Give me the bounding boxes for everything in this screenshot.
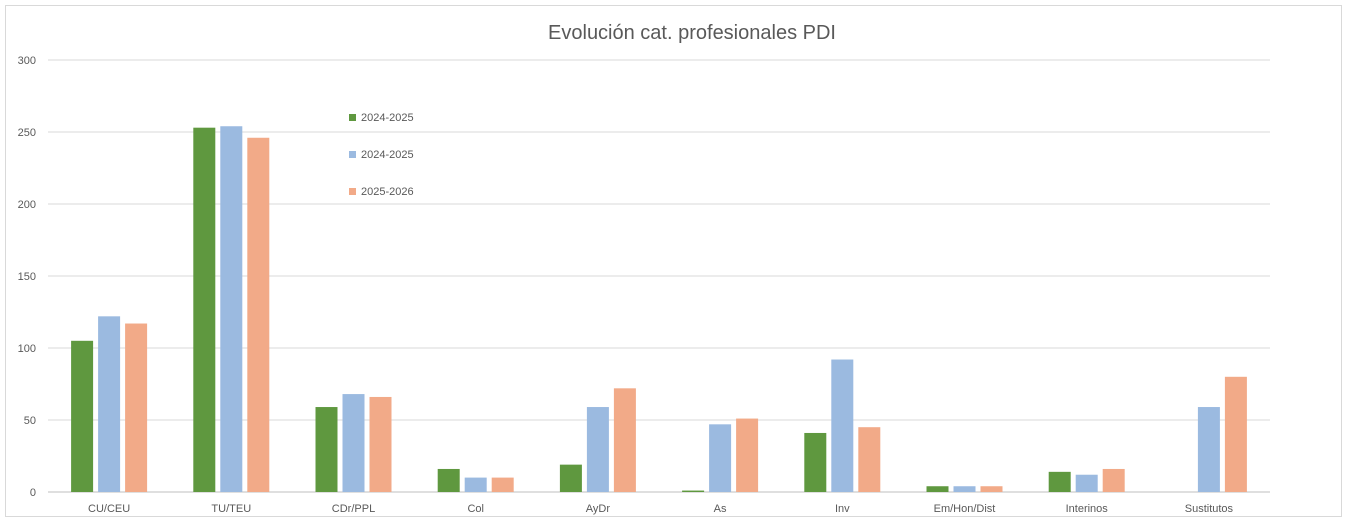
y-tick-label: 100	[18, 343, 36, 355]
bar	[1224, 376, 1247, 492]
bar	[613, 388, 636, 492]
bar	[1075, 474, 1098, 492]
x-tick-label: Sustitutos	[1185, 503, 1234, 515]
legend: 2024-2025 2024-2025 2025-2026	[349, 112, 414, 198]
x-tick-label: As	[714, 503, 727, 515]
bar	[980, 486, 1003, 492]
chart-title: Evolución cat. profesionales PDI	[548, 22, 836, 44]
bar	[736, 418, 759, 492]
bar	[369, 396, 392, 492]
x-axis-ticks: CU/CEU TU/TEU CDr/PPL Col AyDr As Inv Em/Hon/Di…	[88, 503, 1234, 515]
y-axis-ticks: 0 50 100 150 200 250 300	[18, 55, 36, 499]
legend-swatch	[349, 188, 356, 195]
bar	[709, 424, 732, 492]
x-tick-label: CU/CEU	[88, 503, 130, 515]
x-tick-label: TU/TEU	[211, 503, 251, 515]
bar	[953, 486, 976, 492]
bar	[315, 407, 338, 492]
y-tick-label: 50	[24, 415, 36, 427]
bar	[437, 468, 460, 492]
bar	[1102, 468, 1125, 492]
y-tick-label: 250	[18, 127, 36, 139]
x-tick-label: Inv	[835, 503, 850, 515]
legend-label: 2024-2025	[361, 112, 414, 124]
bar	[831, 359, 854, 492]
bar	[1048, 471, 1071, 492]
legend-label: 2025-2026	[361, 186, 414, 198]
bar	[464, 477, 487, 492]
bar	[804, 432, 827, 492]
x-tick-label: CDr/PPL	[332, 503, 375, 515]
bar	[1197, 407, 1220, 492]
x-tick-label: Col	[467, 503, 484, 515]
bar	[926, 486, 949, 492]
bar	[342, 394, 365, 492]
bar	[220, 126, 243, 493]
bar	[247, 137, 270, 492]
legend-swatch	[349, 114, 356, 121]
bars	[71, 126, 1247, 493]
x-tick-label: Em/Hon/Dist	[934, 503, 996, 515]
y-tick-label: 300	[18, 55, 36, 67]
bar	[682, 490, 705, 492]
bar	[193, 127, 216, 493]
bar	[491, 477, 514, 492]
legend-label: 2024-2025	[361, 149, 414, 161]
bar	[98, 316, 121, 492]
bar	[586, 407, 609, 492]
y-tick-label: 200	[18, 199, 36, 211]
y-tick-label: 150	[18, 271, 36, 283]
x-tick-label: AyDr	[586, 503, 611, 515]
bar	[125, 323, 148, 492]
legend-swatch	[349, 151, 356, 158]
y-tick-label: 0	[30, 487, 36, 499]
bar	[559, 464, 582, 492]
bar	[71, 340, 94, 492]
x-tick-label: Interinos	[1066, 503, 1109, 515]
bar	[858, 427, 881, 492]
